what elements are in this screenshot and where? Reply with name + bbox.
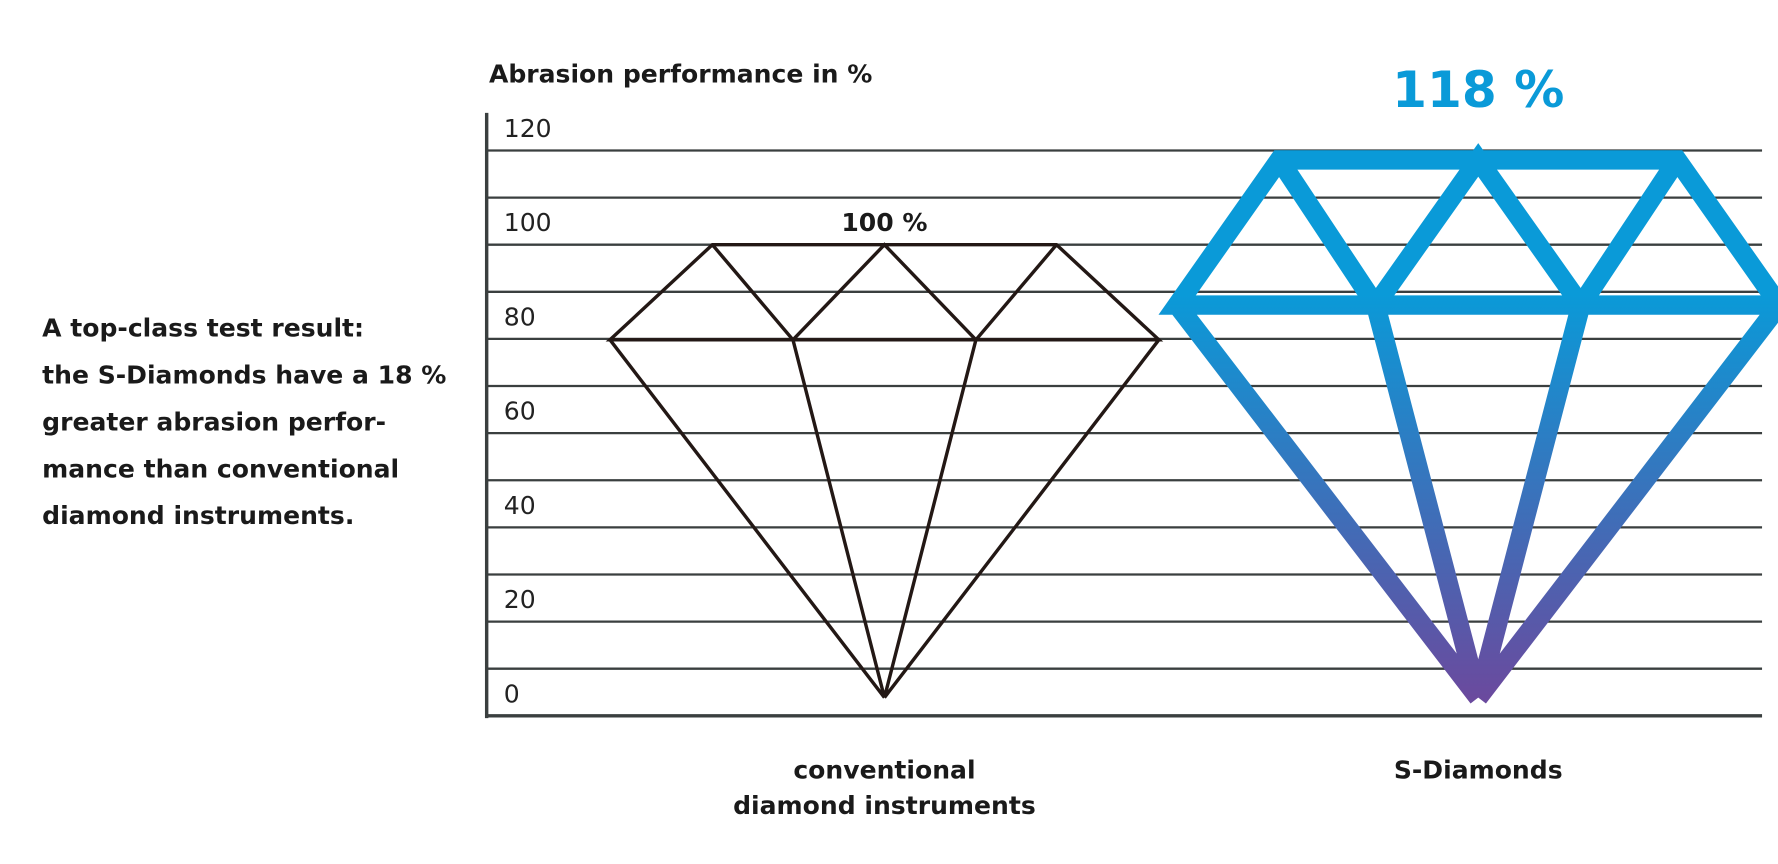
y-tick-label: 20 xyxy=(504,585,536,614)
x-tick-label: S-Diamonds xyxy=(1394,756,1563,785)
x-tick-label: diamond instruments xyxy=(733,791,1036,820)
y-tick-label: 0 xyxy=(504,679,520,708)
annotation-line: mance than conventional xyxy=(42,454,399,483)
annotation-line: A top-class test result: xyxy=(42,313,364,342)
chart-title: Abrasion performance in % xyxy=(489,59,872,88)
annotation-line: the S-Diamonds have a 18 % xyxy=(42,360,446,389)
y-tick-label: 120 xyxy=(504,114,552,143)
x-tick-label: conventional xyxy=(793,756,975,785)
y-tick-label: 40 xyxy=(504,491,536,520)
diamond xyxy=(1158,143,1778,704)
diamond xyxy=(605,242,1164,699)
value-label: 100 % xyxy=(841,208,927,237)
annotation-line: diamond instruments. xyxy=(42,501,354,530)
y-tick-label: 60 xyxy=(504,397,536,426)
y-tick-label: 80 xyxy=(504,302,536,331)
y-tick-label: 100 xyxy=(504,208,552,237)
value-label: 118 % xyxy=(1392,60,1564,119)
annotation-line: greater abrasion perfor- xyxy=(42,407,386,436)
